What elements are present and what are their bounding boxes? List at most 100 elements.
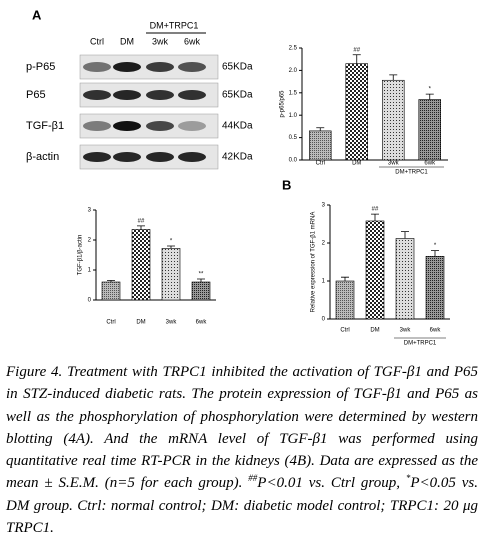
y-tick-label: 2.0 (289, 68, 298, 74)
y-tick-label: 0 (88, 298, 92, 304)
row-label: p-P65 (26, 61, 55, 73)
bar (425, 255, 445, 320)
significance: ## (372, 207, 379, 213)
lane-label: 3wk (152, 36, 169, 46)
y-tick-label: 0.5 (289, 135, 298, 141)
x-tick-label: 6wk (196, 320, 208, 326)
x-tick-label: Ctrl (316, 161, 325, 167)
y-tick-label: 1 (322, 279, 326, 285)
x-tick-label: DM (136, 320, 145, 326)
bar (101, 281, 121, 301)
significance: * (170, 239, 173, 245)
band (83, 152, 111, 162)
size-label: 44KDa (222, 121, 253, 132)
y-tick-label: 0.0 (289, 158, 298, 164)
significance: ** (199, 272, 204, 278)
band (178, 152, 206, 162)
band (146, 152, 174, 162)
significance: ## (138, 218, 145, 224)
bar (381, 79, 405, 161)
y-tick-label: 1.5 (289, 90, 298, 96)
error-bar (431, 250, 439, 257)
x-tick-label: Ctrl (340, 328, 349, 334)
band (113, 121, 141, 131)
band (113, 90, 141, 100)
y-axis-label: TGF-β1/β-actin (78, 235, 84, 276)
error-bar (167, 245, 175, 249)
group-label: DM+TRPC1 (395, 170, 428, 176)
significance: * (434, 243, 437, 249)
bar (191, 281, 211, 301)
x-tick-label: 6wk (430, 328, 442, 334)
band (146, 121, 174, 131)
lane-label: Ctrl (90, 36, 104, 46)
band (113, 152, 141, 162)
group-label: DM+TRPC1 (404, 341, 437, 347)
y-tick-label: 2 (88, 238, 92, 244)
y-tick-label: 3 (322, 203, 326, 209)
panel-label: A (32, 7, 42, 22)
significance: ## (353, 47, 360, 53)
bar (161, 248, 181, 301)
x-tick-label: 3wk (388, 161, 400, 167)
error-bar (401, 231, 409, 239)
caption-sup: ## (248, 473, 258, 484)
caption-sup: * (405, 473, 411, 484)
bar (131, 229, 151, 301)
band (83, 121, 111, 131)
x-tick-label: 3wk (400, 328, 412, 334)
x-tick-label: DM (370, 328, 379, 334)
band (113, 62, 141, 72)
band (178, 121, 206, 131)
y-tick-label: 1.0 (289, 113, 298, 119)
error-bar (137, 225, 145, 230)
y-axis-label: Relative expression of TGF-β1 mRNA (311, 212, 317, 313)
row-label: TGF-β1 (26, 120, 64, 132)
figure: A B Ctrl DM 3wk 6wk DM+TRPC1 p-P65 65KDa P65 65K… (26, 7, 450, 347)
error-bar (352, 54, 361, 64)
x-tick-label: Ctrl (106, 320, 115, 326)
bar (418, 99, 441, 161)
x-tick-label: DM (352, 161, 361, 167)
x-tick-label: 6wk (424, 161, 436, 167)
bar (345, 63, 368, 161)
error-bar (425, 93, 434, 100)
error-bar (107, 280, 115, 282)
bar (365, 220, 385, 320)
y-tick-label: 3 (88, 208, 92, 214)
lane-label: 6wk (184, 36, 201, 46)
caption-text: Figure 4. Treatment with TRPC1 inhibited… (6, 364, 478, 492)
error-bar (341, 276, 349, 281)
group-label: DM+TRPC1 (150, 20, 199, 30)
significance: * (429, 87, 432, 93)
y-axis-label: p-p65/p65 (280, 90, 286, 118)
error-bar (371, 213, 379, 221)
size-label: 65KDa (222, 90, 253, 101)
error-bar (316, 127, 325, 131)
y-tick-label: 0 (322, 317, 326, 323)
y-tick-label: 2.5 (289, 46, 298, 52)
band (146, 62, 174, 72)
error-bar (197, 278, 205, 282)
row-label: β-actin (26, 151, 59, 163)
bar (308, 130, 332, 161)
band (83, 62, 111, 72)
page: A B Ctrl DM 3wk 6wk DM+TRPC1 p-P65 65KDa P65 65K… (6, 7, 478, 537)
error-bar (389, 74, 398, 81)
y-tick-label: 2 (322, 241, 326, 247)
lane-label: DM (120, 36, 134, 46)
band (178, 62, 206, 72)
bar (395, 238, 415, 320)
band (178, 90, 206, 100)
band (83, 90, 111, 100)
x-tick-label: 3wk (166, 320, 178, 326)
caption: Figure 4. Treatment with TRPC1 inhibited… (6, 361, 478, 539)
y-tick-label: 1 (88, 268, 92, 274)
panel-label: B (282, 177, 291, 192)
band (146, 90, 174, 100)
caption-text: P<0.01 vs. Ctrl group, (257, 475, 406, 492)
size-label: 42KDa (222, 152, 253, 163)
row-label: P65 (26, 89, 46, 101)
bar (335, 280, 355, 320)
size-label: 65KDa (222, 62, 253, 73)
